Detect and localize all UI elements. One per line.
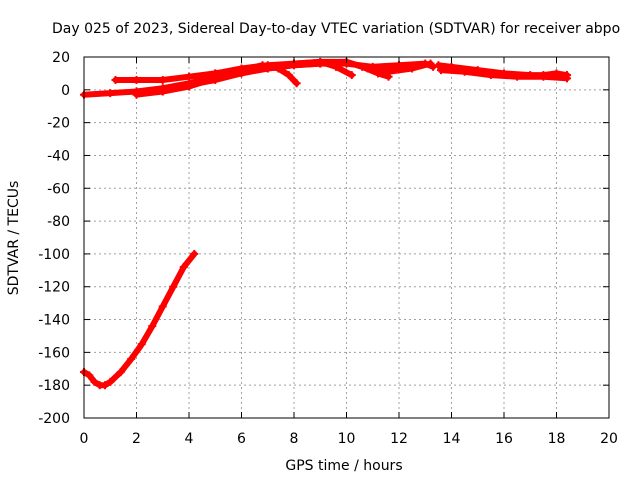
x-tick-label: 14 — [443, 431, 461, 447]
series-layer — [80, 57, 571, 390]
x-tick-label: 20 — [600, 431, 618, 447]
x-tick-label: 16 — [495, 431, 513, 447]
x-tick-label: 10 — [338, 431, 356, 447]
x-tick-label: 6 — [237, 431, 246, 447]
chart-title: Day 025 of 2023, Sidereal Day-to-day VTE… — [52, 21, 620, 37]
y-tick-label: -200 — [38, 411, 70, 427]
x-tick-label: 12 — [390, 431, 408, 447]
x-tick-label: 18 — [548, 431, 566, 447]
y-tick-label: -40 — [47, 148, 70, 164]
y-tick-label: -100 — [38, 247, 70, 263]
y-tick-label: -180 — [38, 378, 70, 394]
y-tick-label: 0 — [61, 83, 70, 99]
y-tick-label: 20 — [52, 50, 70, 66]
x-tick-label: 8 — [290, 431, 299, 447]
y-tick-label: -60 — [47, 181, 70, 197]
x-tick-label: 0 — [80, 431, 89, 447]
y-tick-label: -140 — [38, 313, 70, 329]
series-arc-5 — [212, 58, 434, 77]
y-tick-label: -160 — [38, 345, 70, 361]
grid — [84, 57, 609, 418]
y-axis-label: SDTVAR / TECUs — [6, 181, 22, 296]
x-axis-label: GPS time / hours — [285, 458, 402, 474]
y-tick-label: -80 — [47, 214, 70, 230]
y-tick-label: -120 — [38, 280, 70, 296]
x-tick-label: 2 — [132, 431, 141, 447]
ticks: 0 2 4 6 8 10 12 14 16 18 20 20 0 -20 -40 -60 -80 -100 -120… — [38, 50, 618, 447]
x-tick-label: 4 — [185, 431, 194, 447]
y-tick-label: -20 — [47, 116, 70, 132]
